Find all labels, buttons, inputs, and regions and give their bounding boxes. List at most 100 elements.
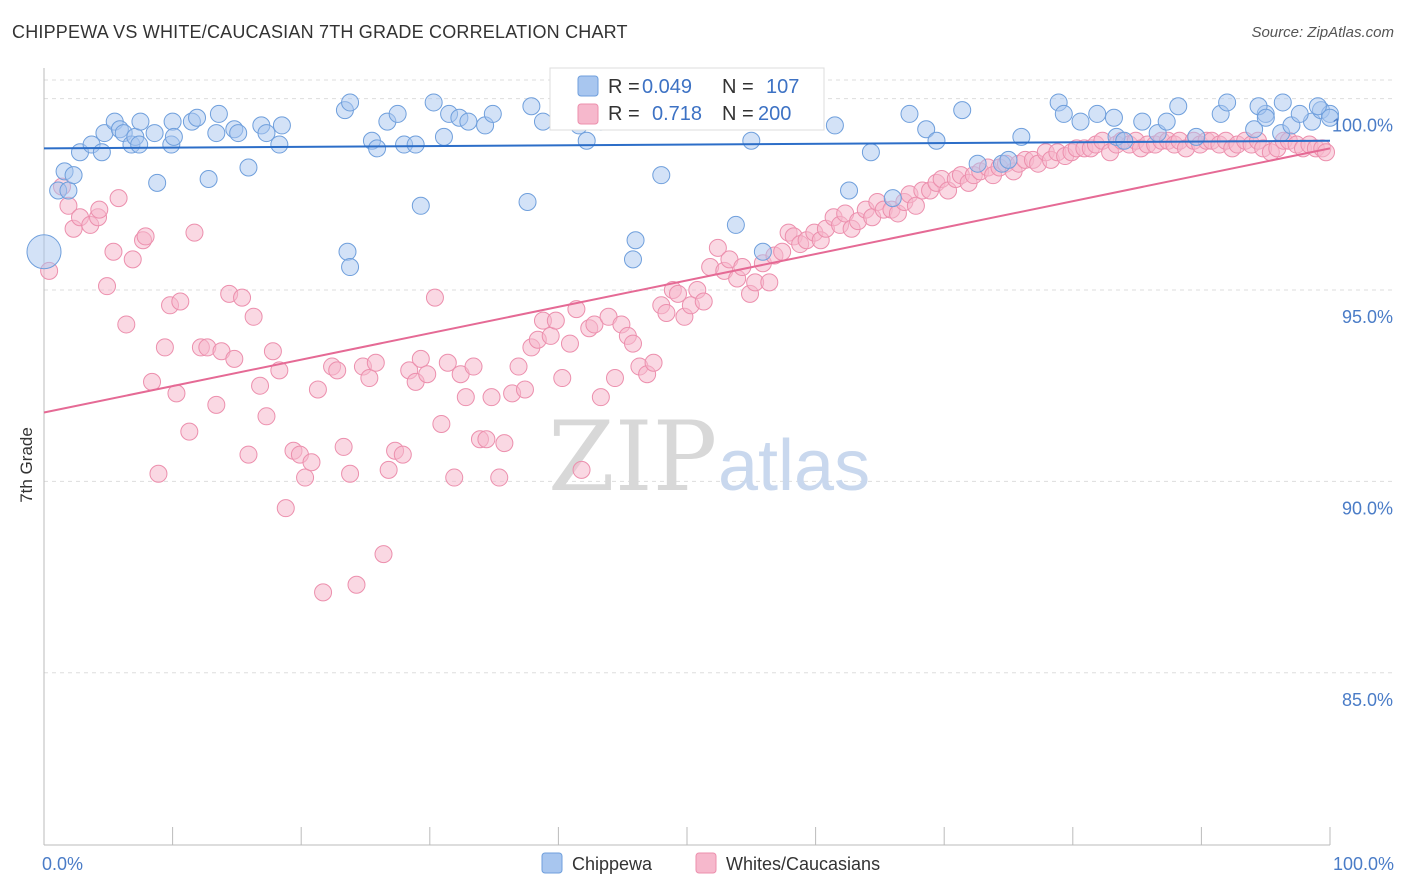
point-chippewa (199, 170, 218, 188)
point-chippewa (64, 166, 83, 185)
point-chippewa (145, 124, 164, 143)
point-chippewa (968, 154, 987, 173)
point-chippewa (1245, 120, 1264, 139)
point-chippewa (900, 104, 919, 123)
point-chippewa (1054, 104, 1073, 123)
point-whites (296, 468, 315, 487)
point-chippewa (861, 143, 880, 162)
point-chippewa (522, 97, 541, 116)
point-chippewa (518, 192, 537, 211)
point-whites (244, 307, 263, 326)
point-chippewa (434, 127, 453, 146)
point-whites (393, 445, 412, 464)
point-chippewa (1104, 108, 1123, 127)
x-tick-label: 0.0% (42, 854, 83, 874)
point-whites (906, 196, 925, 215)
point-whites (207, 395, 226, 414)
point-whites (623, 334, 642, 353)
point-whites (773, 242, 792, 261)
y-tick-label: 85.0% (1342, 690, 1393, 710)
point-chippewa (1115, 131, 1134, 150)
point-whites (328, 361, 347, 380)
point-whites (425, 288, 444, 307)
trendline-whites (43, 147, 1331, 414)
point-whites (553, 369, 572, 388)
point-chippewa (742, 131, 761, 150)
point-chippewa (272, 116, 291, 135)
point-whites (495, 434, 514, 453)
legend-bottom-label-chippewa: Chippewa (572, 854, 653, 874)
point-chippewa (341, 258, 360, 277)
point-chippewa (406, 135, 425, 154)
point-whites (263, 342, 282, 361)
point-whites (171, 292, 190, 311)
legend-swatch-chippewa (577, 75, 599, 97)
point-whites (98, 277, 117, 296)
x-tick-labels: 0.0% 100.0% (42, 854, 1394, 874)
point-whites (456, 388, 475, 407)
point-whites (302, 453, 321, 472)
point-chippewa (148, 173, 167, 192)
point-whites (760, 273, 779, 292)
point-chippewa (623, 250, 642, 269)
point-chippewa (459, 112, 478, 131)
point-chippewa (533, 112, 552, 131)
point-chippewa (164, 127, 183, 146)
point-chippewa (59, 181, 78, 200)
legend-top: R = 0.049 N = 107 R = 0.718 N = 200 (549, 67, 825, 131)
point-whites (149, 464, 168, 483)
point-chippewa (131, 112, 150, 131)
point-whites (180, 422, 199, 441)
point-chippewa (1088, 104, 1107, 123)
point-whites (694, 292, 713, 311)
point-chippewa (368, 139, 387, 158)
point-whites (314, 583, 333, 602)
point-whites (360, 369, 379, 388)
point-whites (233, 288, 252, 307)
point-whites (308, 380, 327, 399)
legend-r-label-1: R = (608, 76, 640, 98)
point-whites (276, 499, 295, 518)
watermark-atlas: atlas (718, 426, 870, 506)
point-chippewa (1256, 108, 1275, 127)
point-whites (347, 575, 366, 594)
point-whites (605, 369, 624, 388)
point-whites (109, 189, 128, 208)
point-whites (432, 414, 451, 433)
point-chippewa (825, 116, 844, 135)
point-chippewa (338, 242, 357, 261)
point-chippewa (209, 104, 228, 123)
point-whites (411, 349, 430, 368)
point-chippewa (92, 143, 111, 162)
point-whites (225, 349, 244, 368)
point-whites (90, 200, 109, 219)
point-chippewa (1218, 93, 1237, 112)
point-chippewa (927, 131, 946, 150)
y-tick-label: 90.0% (1342, 498, 1393, 518)
point-chippewa (726, 215, 745, 234)
legend-n-value-1: 107 (766, 76, 799, 98)
y-axis-label: 7th Grade (17, 427, 36, 503)
legend-bottom-swatch-chippewa (541, 852, 563, 874)
trendlines (43, 139, 1331, 414)
point-chippewa (411, 196, 430, 215)
point-chippewa (26, 234, 62, 270)
y-tick-labels: 100.0% 95.0% 90.0% 85.0% (1332, 116, 1393, 710)
point-whites (136, 227, 155, 246)
point-chippewa (163, 112, 182, 131)
legend-bottom: Chippewa Whites/Caucasians (541, 852, 880, 874)
point-whites (509, 357, 528, 376)
series-chippewa-points (26, 93, 1339, 277)
point-chippewa (257, 124, 276, 143)
point-whites (708, 238, 727, 257)
point-chippewa (1133, 112, 1152, 131)
legend-bottom-swatch-whites (695, 852, 717, 874)
point-chippewa (1187, 127, 1206, 146)
point-whites (515, 380, 534, 399)
point-whites (239, 445, 258, 464)
point-whites (341, 464, 360, 483)
point-chippewa (188, 108, 207, 127)
point-chippewa (753, 242, 772, 261)
point-whites (445, 468, 464, 487)
trendline-chippewa (43, 139, 1331, 150)
